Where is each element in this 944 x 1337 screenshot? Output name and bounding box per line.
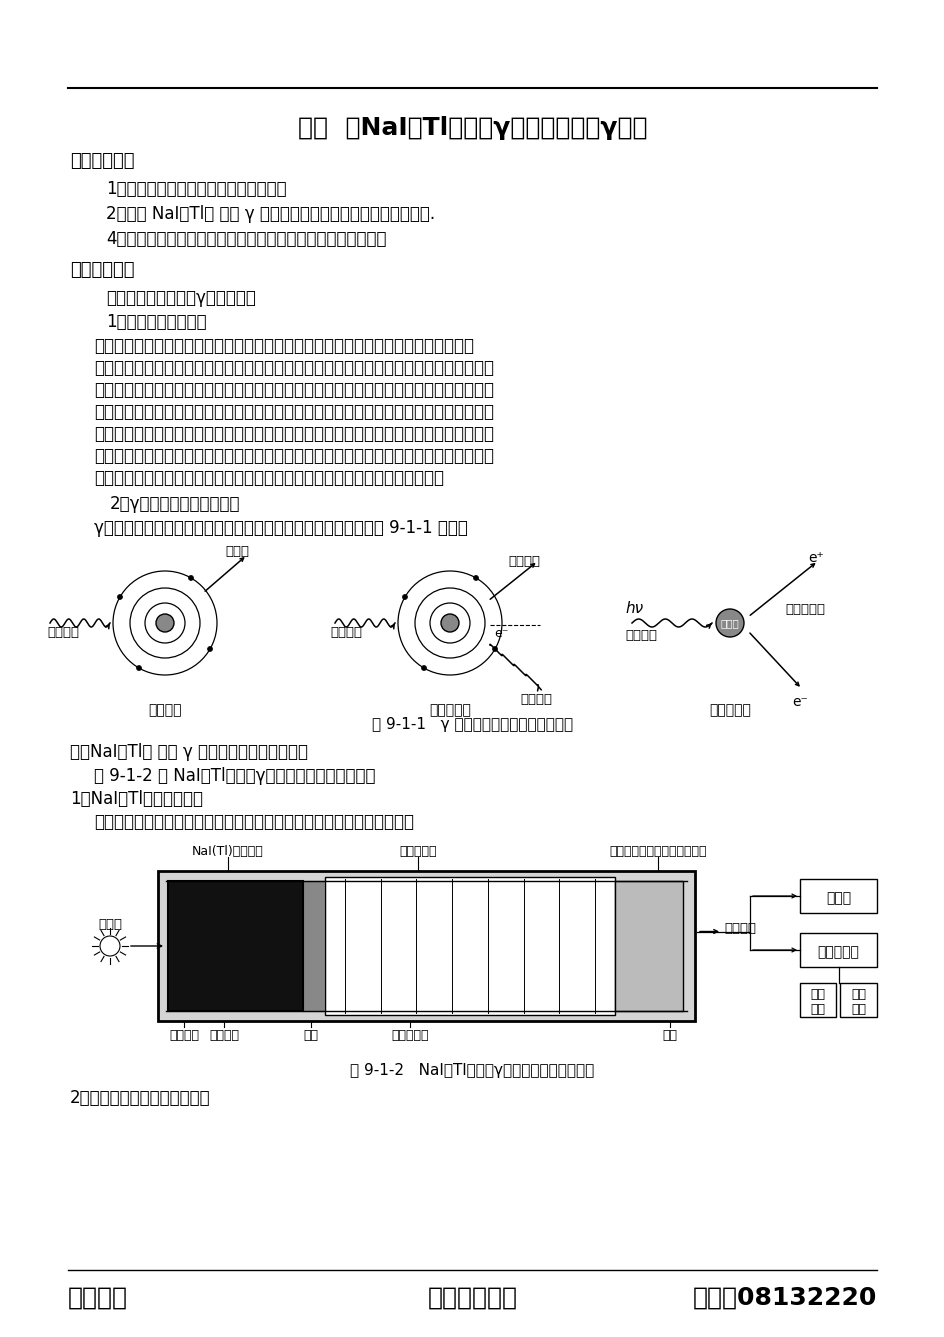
Text: 外筒: 外筒 bbox=[662, 1029, 677, 1042]
Text: 正负电子对: 正负电子对 bbox=[784, 603, 824, 616]
Text: 图 9-1-2   NaI（Tl）单晋γ闪烁能谱仪结构示意图: 图 9-1-2 NaI（Tl）单晋γ闪烁能谱仪结构示意图 bbox=[350, 1063, 594, 1078]
Text: 光导: 光导 bbox=[303, 1029, 318, 1042]
Text: 使晋体中其它原子产生激发或电离，也就是光子可能被晋体吸收而不能被探测到，为此要在: 使晋体中其它原子产生激发或电离，也就是光子可能被晋体吸收而不能被探测到，为此要在 bbox=[93, 402, 494, 421]
Text: e⁻: e⁻ bbox=[791, 695, 807, 709]
Text: 入到闪烁体中，将引起后者产生电离或激发过程，即可能有电子从价带激发到导带或激发到: 入到闪烁体中，将引起后者产生电离或激发过程，即可能有电子从价带激发到导带或激发到 bbox=[93, 360, 494, 377]
Text: 二、NaI（Tl） 单晋 γ 闪烁能谱仪的结构与性能: 二、NaI（Tl） 单晋 γ 闪烁能谱仪的结构与性能 bbox=[70, 743, 308, 761]
Text: 底座（分压器、射极跟随器）: 底座（分压器、射极跟随器） bbox=[609, 845, 706, 858]
Text: 反冲电子: 反冲电子 bbox=[508, 555, 539, 568]
Text: 2、γ射线与物质的相互作用: 2、γ射线与物质的相互作用 bbox=[110, 495, 240, 513]
Text: 高压
电源: 高压 电源 bbox=[851, 988, 865, 1016]
Text: 光电倒增管: 光电倒增管 bbox=[398, 845, 436, 858]
Text: 光电子: 光电子 bbox=[225, 545, 248, 558]
Text: 低压
电源: 低压 电源 bbox=[810, 988, 825, 1016]
Text: 1、NaI（Tl）闪烁探测器: 1、NaI（Tl）闪烁探测器 bbox=[70, 790, 203, 808]
Text: 电子对效应: 电子对效应 bbox=[708, 703, 750, 717]
Text: 《实验目的》: 《实验目的》 bbox=[70, 152, 134, 170]
Circle shape bbox=[473, 575, 478, 580]
Bar bbox=[800, 933, 876, 967]
Circle shape bbox=[492, 647, 497, 651]
Text: 激带，然后这些电子再退激到价带。退激的可能过程之一是发射光子，这种光子的能量还会: 激带，然后这些电子再退激到价带。退激的可能过程之一是发射光子，这种光子的能量还会 bbox=[93, 381, 494, 398]
Text: 多道分析器: 多道分析器 bbox=[817, 945, 858, 959]
Text: 放射源: 放射源 bbox=[98, 919, 122, 931]
Text: 图 9-1-1   γ 射线光子与物质原子相互作用: 图 9-1-1 γ 射线光子与物质原子相互作用 bbox=[372, 717, 572, 731]
Text: 一、闪烁能谱仪测量γ能谱的原理: 一、闪烁能谱仪测量γ能谱的原理 bbox=[106, 289, 256, 308]
Text: γ射线光子与物质原子相互作用的机制主要有以下三种方式，如图 9-1-1 所示。: γ射线光子与物质原子相互作用的机制主要有以下三种方式，如图 9-1-1 所示。 bbox=[93, 519, 467, 537]
Text: 姓名：宋永成: 姓名：宋永成 bbox=[427, 1286, 517, 1310]
Text: 到达杂质能级上，然后以发光的形式退激到价带，这就形成了闪烁过程的发光。: 到达杂质能级上，然后以发光的形式退激到价带，这就形成了闪烁过程的发光。 bbox=[93, 469, 444, 487]
Bar bbox=[839, 983, 876, 1017]
Bar bbox=[800, 878, 876, 913]
Text: 铅屏蔽层: 铅屏蔽层 bbox=[169, 1029, 199, 1042]
Text: 磁屏蔽套筒: 磁屏蔽套筒 bbox=[391, 1029, 429, 1042]
Text: 入射光子: 入射光子 bbox=[47, 626, 79, 639]
Text: 光电效应: 光电效应 bbox=[148, 703, 181, 717]
Text: 晋体中掺入少量的杂质原子（激活原子），如在碱化钓晋体中掺入铊原子，其关键作用是可: 晋体中掺入少量的杂质原子（激活原子），如在碱化钓晋体中掺入铊原子，其关键作用是可 bbox=[93, 425, 494, 443]
Text: 原子核: 原子核 bbox=[720, 618, 738, 628]
Bar bbox=[168, 881, 303, 1011]
Text: 散射光子: 散射光子 bbox=[519, 693, 551, 706]
Text: 学号：08132220: 学号：08132220 bbox=[692, 1286, 876, 1310]
Text: 纯粹的碱化钓晋体，其能带结构是在价带和导带之间有比较宽的禁带，如有带电粒子进: 纯粹的碱化钓晋体，其能带结构是在价带和导带之间有比较宽的禁带，如有带电粒子进 bbox=[93, 337, 474, 356]
Circle shape bbox=[716, 608, 743, 636]
Text: e⁻: e⁻ bbox=[494, 627, 508, 640]
Text: 1、了解闪烁探测器的结构、工作原理。: 1、了解闪烁探测器的结构、工作原理。 bbox=[106, 180, 286, 198]
Bar bbox=[303, 881, 325, 1011]
Circle shape bbox=[100, 936, 120, 956]
Text: 铝屏蔽层: 铝屏蔽层 bbox=[209, 1029, 239, 1042]
Text: 以在低于导带和激带的禁带中形成一些杂质能级。这些杂质原子会捕获一些自由电子或激子: 以在低于导带和激带的禁带中形成一些杂质能级。这些杂质原子会捕获一些自由电子或激子 bbox=[93, 447, 494, 465]
Text: 入射光子: 入射光子 bbox=[329, 626, 362, 639]
Text: 图 9-1-2 是 NaI（Tl）单晋γ闪烁能谱仪结构示意图。: 图 9-1-2 是 NaI（Tl）单晋γ闪烁能谱仪结构示意图。 bbox=[93, 767, 375, 785]
Text: 材物２班: 材物２班 bbox=[68, 1286, 127, 1310]
Circle shape bbox=[208, 647, 212, 651]
Text: hν: hν bbox=[624, 602, 643, 616]
Bar bbox=[158, 870, 694, 1021]
Circle shape bbox=[117, 595, 123, 599]
Bar bbox=[325, 877, 615, 1015]
Text: NaI(Tl)闪烁晋体: NaI(Tl)闪烁晋体 bbox=[192, 845, 263, 858]
Text: 闪烁探测器由闪烁体、光电倒增管和相应的电子仪器三个主要部分组成。: 闪烁探测器由闪烁体、光电倒增管和相应的电子仪器三个主要部分组成。 bbox=[93, 813, 413, 832]
Circle shape bbox=[441, 614, 459, 632]
Text: 放大器: 放大器 bbox=[825, 890, 851, 905]
Text: e⁺: e⁺ bbox=[807, 551, 823, 566]
Bar bbox=[800, 983, 835, 1017]
Text: 脉冲信号: 脉冲信号 bbox=[723, 921, 755, 935]
Text: 2、掌握 NaI（Tl） 单晋 γ 闪烁能谱仪的几个性能指标和测试方法.: 2、掌握 NaI（Tl） 单晋 γ 闪烁能谱仪的几个性能指标和测试方法. bbox=[106, 205, 434, 223]
Circle shape bbox=[188, 575, 194, 580]
Text: 2、单道与多道脉冲幅度分析器: 2、单道与多道脉冲幅度分析器 bbox=[70, 1090, 211, 1107]
Circle shape bbox=[421, 666, 426, 671]
Text: 《实验原理》: 《实验原理》 bbox=[70, 261, 134, 279]
Circle shape bbox=[136, 666, 142, 671]
Text: 康普顿效应: 康普顿效应 bbox=[429, 703, 470, 717]
Text: 实验  用NaI（Tl）单晋γ闪烁能谱仪测γ能谱: 实验 用NaI（Tl）单晋γ闪烁能谱仪测γ能谱 bbox=[297, 116, 647, 140]
Text: 入射光子: 入射光子 bbox=[624, 628, 656, 642]
Text: 4、了解核电子学仪器的数据采集、记录方法和数据处理原理。: 4、了解核电子学仪器的数据采集、记录方法和数据处理原理。 bbox=[106, 230, 386, 247]
Bar bbox=[615, 881, 683, 1011]
Circle shape bbox=[402, 595, 407, 599]
Text: 1、闪烁体的发光机制: 1、闪烁体的发光机制 bbox=[106, 313, 207, 332]
Circle shape bbox=[156, 614, 174, 632]
